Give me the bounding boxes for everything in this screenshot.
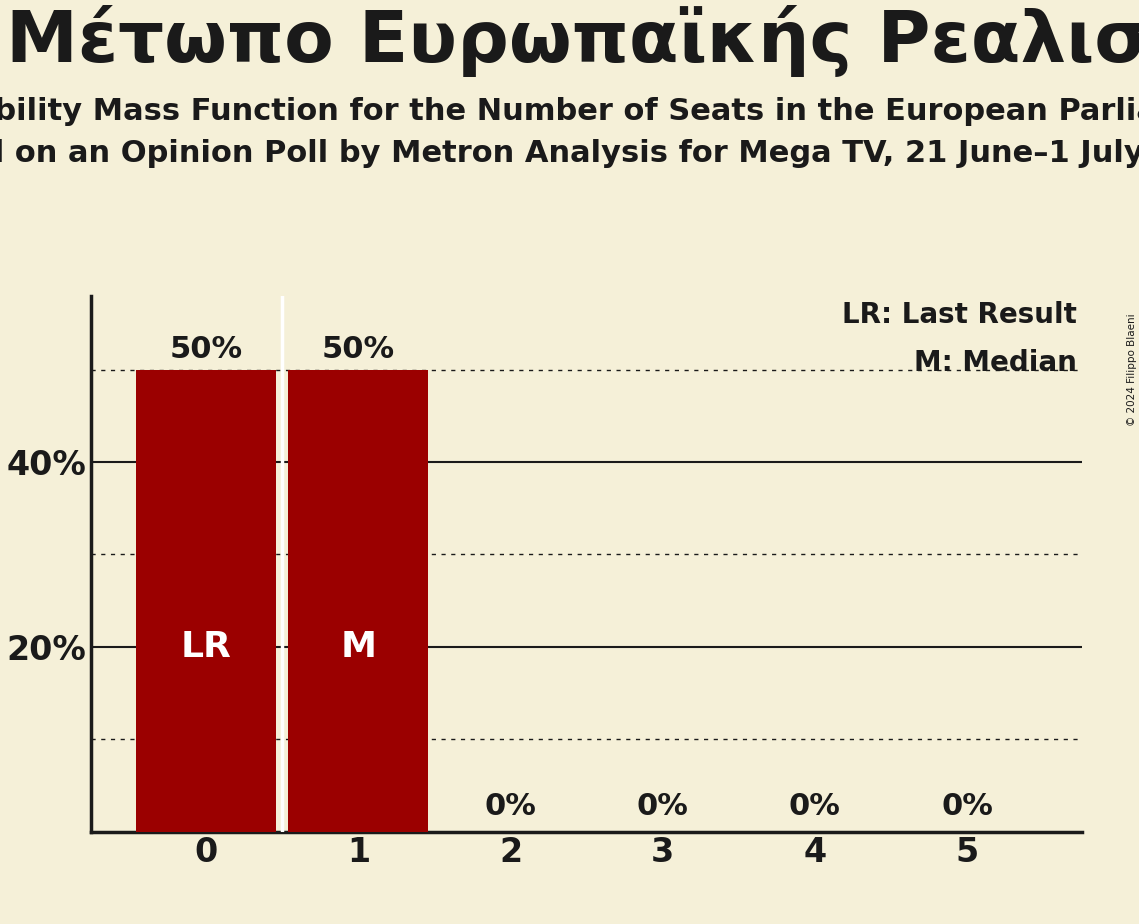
Text: M: Median: M: Median — [915, 349, 1077, 377]
Text: 50%: 50% — [322, 335, 395, 364]
Text: 0%: 0% — [789, 792, 841, 821]
Text: Based on an Opinion Poll by Metron Analysis for Mega TV, 21 June–1 July 2024: Based on an Opinion Poll by Metron Analy… — [0, 139, 1139, 167]
Bar — [137, 370, 276, 832]
Text: LR: Last Result: LR: Last Result — [842, 301, 1077, 329]
Text: 50%: 50% — [170, 335, 243, 364]
Text: M: M — [341, 630, 376, 663]
Text: 0%: 0% — [941, 792, 993, 821]
Text: Probability Mass Function for the Number of Seats in the European Parliament: Probability Mass Function for the Number… — [0, 97, 1139, 126]
Bar — [288, 370, 428, 832]
Text: 0%: 0% — [637, 792, 689, 821]
Text: LR: LR — [181, 630, 231, 663]
Text: © 2024 Filippo Blaeni: © 2024 Filippo Blaeni — [1126, 313, 1137, 426]
Text: Μέτωπο Ευρωπαϊκής Ρεαλιστικής Ανυπακοής (GUE/NG: Μέτωπο Ευρωπαϊκής Ρεαλιστικής Ανυπακοής … — [6, 5, 1139, 77]
Text: 0%: 0% — [484, 792, 536, 821]
